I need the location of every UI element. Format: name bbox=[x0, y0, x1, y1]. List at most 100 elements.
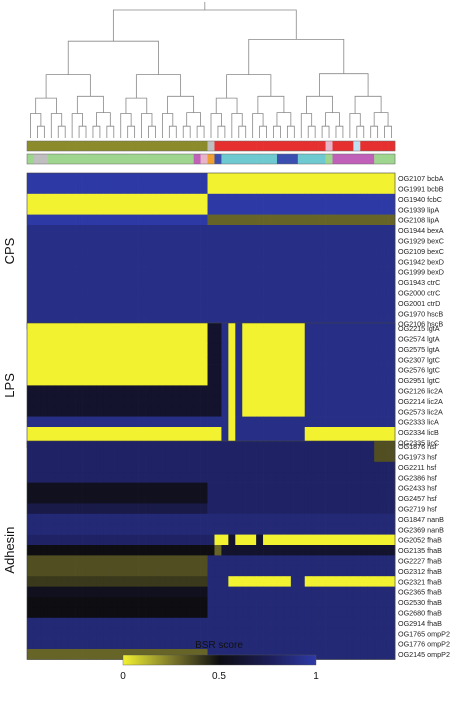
annotation-cell bbox=[172, 154, 181, 164]
heatmap-cell bbox=[27, 628, 35, 639]
heatmap-cell bbox=[68, 308, 76, 319]
heatmap-cell bbox=[228, 638, 236, 650]
heatmap-cell bbox=[193, 607, 201, 619]
heatmap-cell bbox=[270, 493, 278, 504]
heatmap-cell bbox=[68, 395, 76, 407]
heatmap-cell bbox=[270, 427, 278, 438]
heatmap-cell bbox=[374, 245, 382, 257]
heatmap-cell bbox=[75, 555, 83, 567]
heatmap-cell bbox=[214, 385, 222, 397]
heatmap-cell bbox=[263, 225, 271, 236]
heatmap-cell bbox=[263, 323, 271, 334]
heatmap-cell bbox=[193, 503, 201, 515]
heatmap-cell bbox=[256, 649, 264, 660]
dendrogram-branch bbox=[135, 74, 182, 99]
row-label: OG2914 fhaB bbox=[398, 619, 442, 628]
dendrogram-branch bbox=[259, 125, 267, 138]
heatmap-cell bbox=[207, 597, 215, 608]
heatmap-cell bbox=[249, 565, 257, 577]
heatmap-cell bbox=[131, 472, 139, 483]
heatmap-cell bbox=[367, 204, 375, 215]
heatmap-cell bbox=[117, 586, 125, 598]
heatmap-cell bbox=[110, 597, 118, 608]
heatmap-cell bbox=[270, 513, 278, 525]
heatmap-cell bbox=[360, 375, 368, 386]
heatmap-cell bbox=[318, 565, 326, 577]
heatmap-cell bbox=[325, 308, 333, 319]
heatmap-cell bbox=[138, 617, 146, 629]
heatmap-cell bbox=[242, 534, 250, 546]
heatmap-cell bbox=[145, 565, 153, 577]
heatmap-cell bbox=[256, 427, 264, 438]
heatmap-cell bbox=[103, 597, 111, 608]
heatmap-cell bbox=[367, 385, 375, 397]
row-label: OG1929 bexC bbox=[398, 237, 444, 246]
heatmap-cell bbox=[103, 256, 111, 267]
heatmap-cell bbox=[131, 235, 139, 247]
annotation-cell bbox=[297, 154, 306, 164]
heatmap-cell bbox=[27, 214, 35, 226]
heatmap-cell bbox=[193, 256, 201, 267]
heatmap-cell bbox=[68, 256, 76, 267]
heatmap-cell bbox=[297, 343, 306, 355]
heatmap-cell bbox=[179, 173, 188, 184]
heatmap-cell bbox=[103, 493, 111, 504]
heatmap-cell bbox=[186, 235, 194, 247]
heatmap-cell bbox=[117, 649, 125, 660]
heatmap-cell bbox=[68, 565, 76, 577]
heatmap-cell bbox=[297, 375, 306, 386]
dendrogram-branch bbox=[373, 112, 389, 127]
heatmap-cell bbox=[388, 555, 396, 567]
heatmap-cell bbox=[207, 183, 215, 195]
heatmap-cell bbox=[353, 323, 361, 334]
heatmap-cell bbox=[311, 245, 319, 257]
heatmap-cell bbox=[124, 193, 132, 205]
heatmap-cell bbox=[103, 245, 111, 257]
heatmap-cell bbox=[242, 586, 250, 598]
heatmap-cell bbox=[221, 534, 229, 546]
heatmap-cell bbox=[304, 461, 313, 473]
heatmap-cell bbox=[89, 638, 97, 650]
heatmap-cell bbox=[332, 628, 340, 639]
heatmap-cell bbox=[193, 235, 201, 247]
heatmap-cell bbox=[228, 427, 236, 438]
heatmap-cell bbox=[33, 395, 42, 407]
heatmap-cell bbox=[235, 395, 243, 407]
heatmap-cell bbox=[165, 416, 174, 428]
heatmap-cell bbox=[33, 607, 42, 619]
heatmap-cell bbox=[381, 395, 389, 407]
heatmap-cell bbox=[61, 427, 70, 438]
heatmap-cell bbox=[110, 256, 118, 267]
heatmap-cell bbox=[117, 333, 125, 345]
heatmap-cell bbox=[304, 649, 313, 660]
heatmap-cell bbox=[339, 441, 347, 452]
heatmap-cell bbox=[124, 235, 132, 247]
row-label: OG2719 hsf bbox=[398, 505, 437, 514]
heatmap-cell bbox=[47, 649, 56, 660]
heatmap-cell bbox=[124, 173, 132, 184]
annotation-cell bbox=[360, 154, 368, 164]
heatmap-cell bbox=[339, 482, 347, 494]
heatmap-cell bbox=[304, 503, 313, 515]
heatmap-cell bbox=[103, 472, 111, 483]
heatmap-cell bbox=[117, 513, 125, 525]
heatmap-cell bbox=[304, 451, 313, 463]
heatmap-cell bbox=[54, 513, 63, 525]
heatmap-cell bbox=[311, 266, 319, 278]
annotation-cell bbox=[165, 154, 174, 164]
dendrogram-branch bbox=[57, 125, 66, 138]
heatmap-cell bbox=[242, 277, 250, 288]
heatmap-cell bbox=[131, 545, 139, 556]
heatmap-cell bbox=[124, 375, 132, 386]
heatmap-cell bbox=[110, 617, 118, 629]
heatmap-cell bbox=[68, 204, 76, 215]
heatmap-cell bbox=[249, 427, 257, 438]
annotation-cell bbox=[256, 141, 264, 151]
heatmap-cell bbox=[151, 173, 160, 184]
heatmap-cell bbox=[179, 193, 188, 205]
heatmap-cell bbox=[297, 385, 306, 397]
row-label: OG2457 hsf bbox=[398, 494, 437, 503]
heatmap-cell bbox=[131, 524, 139, 535]
heatmap-cell bbox=[304, 256, 313, 267]
heatmap-cell bbox=[318, 607, 326, 619]
